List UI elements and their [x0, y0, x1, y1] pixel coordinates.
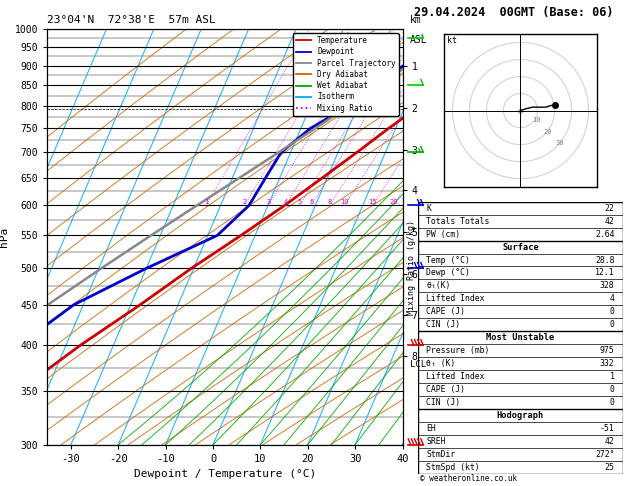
Text: LCL: LCL [409, 360, 426, 369]
Text: 332: 332 [600, 359, 615, 368]
Text: km: km [409, 15, 421, 25]
Text: StmSpd (kt): StmSpd (kt) [426, 463, 480, 472]
Text: Surface: Surface [502, 243, 539, 252]
Y-axis label: hPa: hPa [0, 227, 9, 247]
Text: 4: 4 [610, 295, 615, 303]
Text: kt: kt [447, 35, 457, 45]
Text: 328: 328 [600, 281, 615, 291]
Text: 22: 22 [604, 204, 615, 213]
Text: Pressure (mb): Pressure (mb) [426, 346, 490, 355]
Text: 42: 42 [604, 217, 615, 226]
Text: Lifted Index: Lifted Index [426, 295, 485, 303]
Text: StmDir: StmDir [426, 450, 456, 459]
Text: 1: 1 [204, 199, 208, 206]
Text: 6: 6 [309, 199, 313, 206]
Text: 5: 5 [298, 199, 302, 206]
Text: CAPE (J): CAPE (J) [426, 307, 465, 316]
Text: CIN (J): CIN (J) [426, 398, 460, 407]
Text: 3: 3 [266, 199, 270, 206]
Text: 2: 2 [242, 199, 247, 206]
Text: Most Unstable: Most Unstable [486, 333, 555, 342]
Text: 1: 1 [610, 372, 615, 381]
Text: 20: 20 [543, 129, 552, 135]
Text: Dewp (°C): Dewp (°C) [426, 268, 470, 278]
Text: 23°04'N  72°38'E  57m ASL: 23°04'N 72°38'E 57m ASL [47, 15, 216, 25]
Text: 15: 15 [369, 199, 377, 206]
Text: 8: 8 [328, 199, 332, 206]
Text: 10: 10 [532, 117, 540, 123]
Text: Hodograph: Hodograph [497, 411, 544, 420]
Text: θₜ(K): θₜ(K) [426, 281, 451, 291]
Text: SREH: SREH [426, 437, 446, 446]
Text: 0: 0 [610, 320, 615, 330]
Text: 29.04.2024  00GMT (Base: 06): 29.04.2024 00GMT (Base: 06) [414, 5, 613, 18]
Text: 0: 0 [610, 307, 615, 316]
Text: CIN (J): CIN (J) [426, 320, 460, 330]
Text: 272°: 272° [595, 450, 615, 459]
Text: Totals Totals: Totals Totals [426, 217, 490, 226]
Text: K: K [426, 204, 431, 213]
Text: 20: 20 [389, 199, 398, 206]
Text: ASL: ASL [409, 35, 427, 45]
Text: θₜ (K): θₜ (K) [426, 359, 456, 368]
Text: Mixing Ratio (g/kg): Mixing Ratio (g/kg) [408, 220, 416, 315]
Text: 4: 4 [284, 199, 288, 206]
X-axis label: Dewpoint / Temperature (°C): Dewpoint / Temperature (°C) [134, 469, 316, 479]
Text: Temp (°C): Temp (°C) [426, 256, 470, 264]
Text: 975: 975 [600, 346, 615, 355]
Text: CAPE (J): CAPE (J) [426, 385, 465, 394]
Text: 42: 42 [604, 437, 615, 446]
Text: 0: 0 [610, 398, 615, 407]
Text: © weatheronline.co.uk: © weatheronline.co.uk [420, 474, 517, 483]
Legend: Temperature, Dewpoint, Parcel Trajectory, Dry Adiabat, Wet Adiabat, Isotherm, Mi: Temperature, Dewpoint, Parcel Trajectory… [292, 33, 399, 116]
Text: Lifted Index: Lifted Index [426, 372, 485, 381]
Text: -51: -51 [600, 424, 615, 433]
Text: 25: 25 [604, 463, 615, 472]
Text: 28.8: 28.8 [595, 256, 615, 264]
Text: 0: 0 [610, 385, 615, 394]
Text: PW (cm): PW (cm) [426, 229, 460, 239]
Text: 2.64: 2.64 [595, 229, 615, 239]
Text: 10: 10 [340, 199, 349, 206]
Text: 12.1: 12.1 [595, 268, 615, 278]
Text: 30: 30 [555, 140, 564, 146]
Text: EH: EH [426, 424, 437, 433]
